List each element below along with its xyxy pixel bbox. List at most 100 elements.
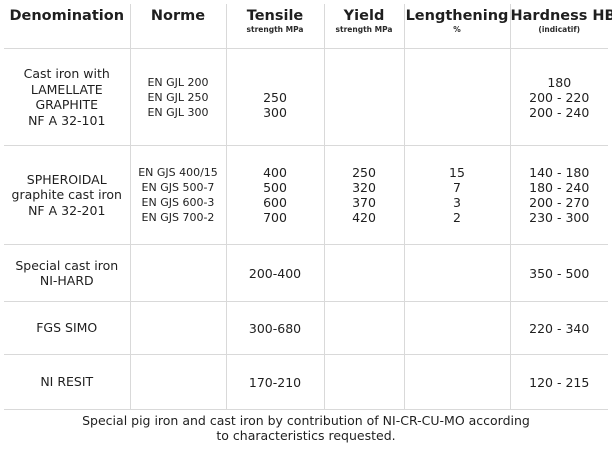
tensile-values: 300-680 bbox=[227, 321, 324, 336]
denomination-value: LAMELLATE bbox=[30, 81, 103, 97]
hardness-values: 350 - 500 bbox=[511, 266, 609, 281]
tensile-value bbox=[227, 75, 324, 90]
hardness-values: 120 - 215 bbox=[511, 375, 609, 390]
norme-value: EN GJS 500-7 bbox=[141, 181, 215, 194]
norme-value: EN GJS 400/15 bbox=[138, 166, 218, 179]
denomination-value: FGS SIMO bbox=[36, 320, 98, 336]
cast-iron-spec-table: Denomination Norme Tensile strength MPa … bbox=[4, 4, 612, 410]
tensile-cell: 400 500 600 700 bbox=[225, 145, 324, 245]
hardness-cell: 180 200 - 220 200 - 240 bbox=[509, 48, 609, 146]
denomination-values: FGS SIMO bbox=[4, 320, 130, 336]
hardness-values: 140 - 180 180 - 240 200 - 270 230 - 300 bbox=[511, 165, 609, 225]
hardness-value: 120 - 215 bbox=[529, 374, 590, 390]
tensile-value: 170-210 bbox=[248, 374, 302, 390]
header-lengthening-label: Lengthening bbox=[405, 8, 509, 24]
yield-value: 250 bbox=[352, 165, 376, 180]
header-yield-label: Yield bbox=[343, 8, 385, 24]
table-row-resit: NI RESIT 170-210 120 - 215 bbox=[4, 354, 609, 410]
yield-values: 250 320 370 420 bbox=[325, 165, 404, 225]
norme-value: EN GJL 200 bbox=[147, 75, 209, 89]
hardness-value: 220 - 340 bbox=[529, 320, 590, 336]
lengthening-cell bbox=[403, 48, 510, 146]
hardness-value: 200 - 220 bbox=[529, 89, 590, 105]
denomination-value: graphite cast iron bbox=[11, 187, 122, 203]
denomination-cell: SPHEROIDAL graphite cast iron NF A 32-201 bbox=[4, 145, 130, 245]
hardness-value: 180 - 240 bbox=[529, 180, 590, 195]
header-tensile-unit: strength MPa bbox=[246, 25, 304, 34]
norme-values: EN GJL 200 EN GJL 250 EN GJL 300 bbox=[131, 75, 226, 120]
tensile-value: 600 bbox=[263, 195, 287, 210]
header-row: Denomination Norme Tensile strength MPa … bbox=[4, 4, 612, 49]
tensile-value: 300-680 bbox=[248, 320, 302, 336]
lengthening-values: 15 7 3 2 bbox=[405, 165, 510, 225]
denomination-values: Special cast iron NI-HARD bbox=[4, 258, 130, 289]
hardness-value: 350 - 500 bbox=[529, 265, 590, 281]
header-hardness: Hardness HB (indicatif) bbox=[509, 4, 612, 49]
header-hardness-label: Hardness HB bbox=[510, 8, 612, 24]
lengthening-cell bbox=[403, 354, 510, 410]
tensile-value: 250 bbox=[263, 89, 287, 105]
norme-values: EN GJS 400/15 EN GJS 500-7 EN GJS 600-3 EN … bbox=[131, 165, 226, 225]
table-row-gjs: SPHEROIDAL graphite cast iron NF A 32-201 E… bbox=[4, 145, 609, 245]
hardness-value: 140 - 180 bbox=[529, 165, 590, 180]
hardness-value: 230 - 300 bbox=[529, 210, 590, 225]
header-norme: Norme bbox=[129, 4, 226, 49]
yield-cell: 250 320 370 420 bbox=[323, 145, 404, 245]
norme-cell bbox=[129, 244, 226, 302]
hardness-cell: 220 - 340 bbox=[509, 301, 609, 355]
denomination-values: Cast iron with LAMELLATE GRAPHITE NF A 32-1… bbox=[4, 66, 130, 128]
denomination-value: SPHEROIDAL bbox=[26, 171, 107, 187]
tensile-values: 170-210 bbox=[227, 375, 324, 390]
tensile-cell: 300-680 bbox=[225, 301, 324, 355]
header-hardness-note: (indicatif) bbox=[538, 25, 581, 34]
lengthening-value: 7 bbox=[453, 180, 461, 195]
yield-cell bbox=[323, 48, 404, 146]
norme-value: EN GJL 300 bbox=[147, 105, 209, 119]
hardness-values: 220 - 340 bbox=[511, 321, 609, 336]
lengthening-value: 3 bbox=[453, 195, 461, 210]
footnote-line-1: Special pig iron and cast iron by contri… bbox=[82, 413, 530, 428]
denomination-cell: Special cast iron NI-HARD bbox=[4, 244, 130, 302]
hardness-values: 180 200 - 220 200 - 240 bbox=[511, 75, 609, 120]
hardness-value: 200 - 270 bbox=[529, 195, 590, 210]
denomination-value: NF A 32-201 bbox=[28, 202, 106, 218]
tensile-values: 250 300 bbox=[227, 75, 324, 120]
yield-value: 370 bbox=[352, 195, 376, 210]
header-tensile: Tensile strength MPa bbox=[225, 4, 324, 49]
denomination-cell: NI RESIT bbox=[4, 354, 130, 410]
denomination-values: SPHEROIDAL graphite cast iron NF A 32-201 bbox=[4, 172, 130, 219]
yield-cell bbox=[323, 301, 404, 355]
yield-value: 320 bbox=[352, 180, 376, 195]
hardness-cell: 120 - 215 bbox=[509, 354, 609, 410]
denomination-value: Cast iron with bbox=[23, 66, 110, 81]
norme-cell: EN GJL 200 EN GJL 250 EN GJL 300 bbox=[129, 48, 226, 146]
tensile-value: 200-400 bbox=[248, 265, 302, 281]
header-lengthening-unit: % bbox=[453, 25, 461, 34]
header-yield-unit: strength MPa bbox=[335, 25, 393, 34]
yield-cell bbox=[323, 244, 404, 302]
tensile-value: 700 bbox=[263, 210, 287, 225]
header-norme-label: Norme bbox=[150, 8, 206, 24]
table-row-gjl: Cast iron with LAMELLATE GRAPHITE NF A 32-1… bbox=[4, 48, 609, 146]
denomination-value: NI RESIT bbox=[40, 374, 94, 390]
hardness-cell: 350 - 500 bbox=[509, 244, 609, 302]
footnote-line-2: to characteristics requested. bbox=[216, 428, 396, 443]
lengthening-value: 2 bbox=[453, 210, 461, 225]
denomination-value: NI-HARD bbox=[39, 273, 94, 288]
yield-value: 420 bbox=[352, 210, 376, 225]
norme-cell bbox=[129, 354, 226, 410]
lengthening-cell bbox=[403, 301, 510, 355]
denomination-value: NF A 32-101 bbox=[28, 112, 106, 128]
denomination-cell: Cast iron with LAMELLATE GRAPHITE NF A 32-1… bbox=[4, 48, 130, 146]
tensile-cell: 200-400 bbox=[225, 244, 324, 302]
norme-value: EN GJS 700-2 bbox=[141, 211, 215, 224]
denomination-values: NI RESIT bbox=[4, 374, 130, 390]
norme-value: EN GJL 250 bbox=[147, 90, 209, 104]
lengthening-cell bbox=[403, 244, 510, 302]
tensile-values: 200-400 bbox=[227, 266, 324, 281]
hardness-value: 200 - 240 bbox=[529, 104, 590, 120]
table-row-simo: FGS SIMO 300-680 220 - 340 bbox=[4, 301, 609, 355]
denomination-value: Special cast iron bbox=[15, 257, 119, 273]
tensile-value: 300 bbox=[263, 104, 287, 120]
norme-cell bbox=[129, 301, 226, 355]
